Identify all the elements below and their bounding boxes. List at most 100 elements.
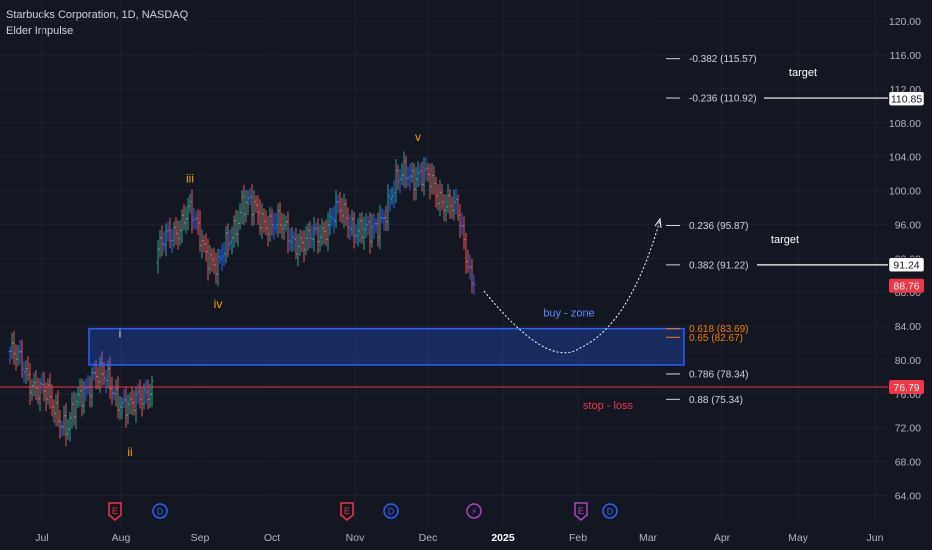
price-bar (368, 212, 372, 254)
dividend-icon (152, 503, 168, 519)
price-bar (34, 369, 38, 401)
price-bar (442, 193, 446, 222)
event-marker[interactable]: E (340, 502, 354, 521)
price-bar (258, 199, 262, 236)
y-tick-label: 80.00 (895, 355, 921, 367)
price-bar (254, 195, 258, 213)
price-bar (176, 220, 180, 250)
price-bar (382, 210, 386, 231)
price-bar (298, 229, 302, 256)
price-bar (414, 167, 418, 200)
price-bar (306, 223, 310, 251)
price-bar (172, 221, 176, 248)
price-bar (252, 190, 256, 226)
fib-level-label: 0.382 (91.22) (689, 260, 749, 271)
price-bar (392, 180, 396, 208)
price-bar (104, 369, 108, 394)
price-bar (46, 377, 50, 405)
price-bar (292, 231, 296, 252)
price-badge[interactable]: 91.24 (888, 257, 925, 272)
event-marker[interactable]: D (383, 503, 399, 519)
price-bar (122, 389, 126, 409)
price-bar (62, 405, 66, 436)
price-axis[interactable]: 64.0068.0072.0076.0080.0084.0088.0092.00… (888, 16, 925, 502)
price-bar (28, 363, 32, 405)
price-bar (218, 248, 222, 264)
price-badge[interactable]: 88.76 (889, 278, 924, 293)
price-bar (208, 245, 212, 275)
price-bar (116, 376, 120, 419)
price-bar (346, 207, 350, 239)
price-bar (70, 392, 74, 429)
buy-zone-box[interactable] (88, 327, 685, 366)
price-bar (256, 195, 260, 225)
wave-label: iv (214, 297, 223, 311)
svg-text:E: E (578, 506, 584, 516)
price-bar (282, 213, 286, 241)
price-bar (330, 208, 334, 227)
wave-label: v (415, 130, 421, 144)
price-bar (344, 199, 348, 226)
price-bar (190, 189, 194, 234)
price-bar (192, 207, 196, 229)
x-tick-label: Apr (714, 532, 731, 544)
price-bar (376, 212, 380, 247)
price-bar (462, 216, 466, 250)
event-marker[interactable]: D (152, 503, 168, 519)
price-badge[interactable]: 76.79 (889, 380, 924, 395)
price-bar (238, 203, 242, 230)
fib-level-label: 0.88 (75.34) (689, 395, 743, 406)
indicator-label[interactable]: Elder Impulse (6, 25, 74, 37)
wave-label: i (119, 326, 122, 340)
price-bar (378, 205, 382, 250)
price-bar (398, 168, 402, 194)
price-badge[interactable]: 110.85 (888, 91, 925, 106)
price-bar (196, 209, 200, 235)
time-axis[interactable]: Jul Aug Sep Oct Nov Dec 2025 Feb Mar Apr May Jun (35, 532, 883, 544)
fib-level-label: 0.236 (95.87) (689, 221, 749, 232)
event-marker[interactable]: E (574, 502, 588, 521)
price-bar (20, 339, 24, 378)
projection-path[interactable] (483, 219, 661, 354)
x-tick-label: Feb (569, 532, 587, 544)
event-marker[interactable]: E (108, 502, 122, 521)
price-bar (240, 190, 244, 225)
price-bar (412, 163, 416, 201)
price-bar (362, 216, 366, 250)
price-bar (342, 193, 346, 229)
price-bar (174, 217, 178, 245)
fib-level-label: -0.382 (115.57) (689, 54, 757, 65)
price-bar (38, 378, 42, 412)
price-bar (58, 409, 62, 439)
price-bar (400, 162, 404, 185)
x-tick-label: Nov (346, 532, 365, 544)
price-bar (158, 230, 162, 258)
x-tick-label: Jun (867, 532, 884, 544)
price-bar (404, 155, 408, 189)
y-tick-label: 72.00 (895, 423, 921, 435)
price-bar (424, 157, 428, 182)
price-bar (84, 378, 88, 402)
price-bar (472, 275, 476, 295)
price-bar (164, 223, 168, 257)
event-marker[interactable]: D (602, 503, 618, 519)
event-marker[interactable]: ⚡ (466, 503, 482, 519)
buy-zone-layer: buy - zone (88, 308, 685, 366)
price-bar (160, 225, 164, 257)
price-bar (8, 346, 12, 365)
x-tick-label: Aug (112, 532, 131, 544)
price-bar (366, 215, 370, 236)
price-bar (262, 208, 266, 233)
price-bar (96, 366, 100, 390)
price-bar (288, 228, 292, 251)
dividend-icon (602, 503, 618, 519)
price-bar (30, 379, 34, 401)
price-bar (328, 207, 332, 236)
price-bar (470, 258, 474, 294)
price-bar (114, 379, 118, 407)
svg-text:⚡: ⚡ (471, 507, 477, 517)
price-bar (410, 162, 414, 183)
price-bar (428, 163, 432, 200)
price-bar (126, 394, 130, 425)
